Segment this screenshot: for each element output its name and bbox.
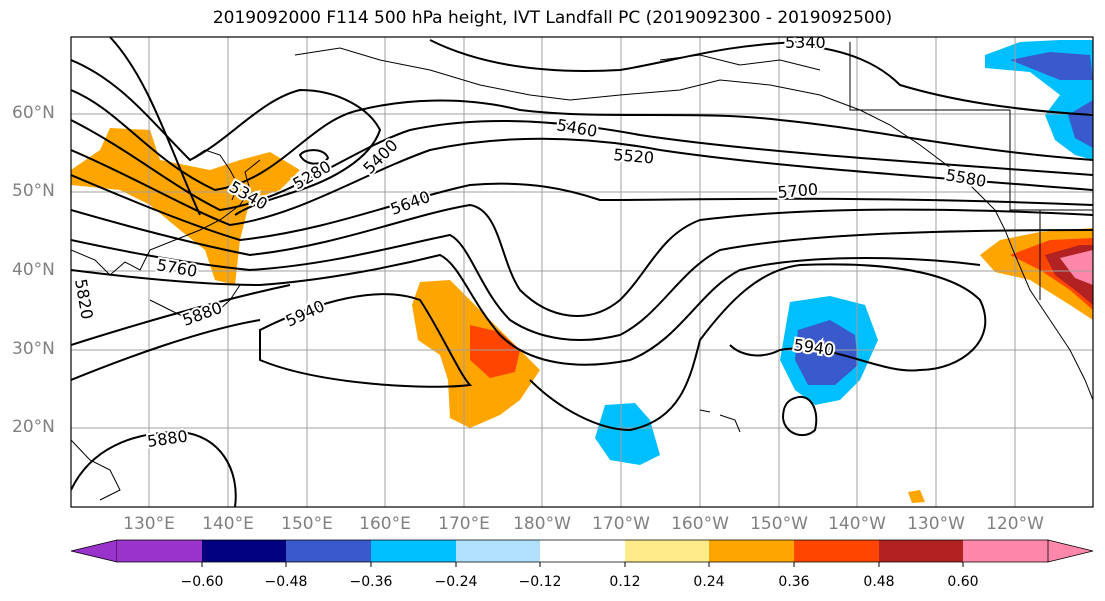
lon-label: 140°W (828, 514, 886, 534)
colorbar-tick-label: −0.60 (180, 574, 224, 590)
strong-negative-hawaii-ne (795, 320, 858, 385)
colorbar-segment (540, 540, 625, 562)
colorbar-tick-label: −0.36 (349, 574, 393, 590)
colorbar-tick-label: 0.24 (693, 574, 725, 590)
lat-label: 40°N (12, 260, 55, 280)
lon-label: 180°W (513, 514, 571, 534)
lon-label: 150°W (750, 514, 808, 534)
ivt-shading (71, 40, 1093, 503)
colorbar-segment (202, 540, 286, 562)
colorbar-segment (371, 540, 456, 562)
positive-region-japan (71, 128, 300, 285)
lat-label: 60°N (12, 103, 55, 123)
colorbar-tick-label: 0.36 (778, 574, 810, 590)
coastlines (71, 42, 1093, 501)
colorbar-tick-label: −0.12 (518, 574, 562, 590)
contour-label: 5340 (785, 33, 826, 52)
lon-label: 130°E (123, 514, 175, 534)
contour-label: 5520 (613, 145, 655, 167)
lon-label: 170°E (438, 514, 490, 534)
colorbar-segment (963, 540, 1048, 562)
colorbar-tick-label: 0.12 (609, 574, 641, 590)
colorbar-extend-left (70, 539, 118, 563)
colorbar-tick-label: −0.48 (264, 574, 308, 590)
colorbar-tick-label: 0.60 (947, 574, 979, 590)
colorbar-segment (286, 540, 371, 562)
colorbar-segment (709, 540, 794, 562)
colorbar-segment (456, 540, 540, 562)
map-title: 2019092000 F114 500 hPa height, IVT Land… (212, 8, 893, 28)
colorbar-segment (879, 540, 963, 562)
colorbar-tick-label: −0.24 (434, 574, 478, 590)
colorbar-segment (117, 540, 202, 562)
map-frame (70, 36, 1094, 508)
negative-region-south (595, 403, 660, 465)
lon-label: 170°W (592, 514, 650, 534)
height-contours (71, 37, 1093, 507)
gridlines (71, 37, 1093, 507)
lon-label: 160°W (671, 514, 729, 534)
lon-label: 130°W (907, 514, 965, 534)
colorbar-tick-label: 0.48 (863, 574, 895, 590)
lat-label: 50°N (12, 181, 55, 201)
pink-core-california (1060, 250, 1093, 285)
colorbar-extend-right (1047, 539, 1094, 563)
lon-label: 150°E (281, 514, 333, 534)
strong-negative-ne-corner-2 (1068, 100, 1093, 148)
contour-label: 5700 (777, 180, 819, 202)
lon-label: 140°E (202, 514, 254, 534)
strong-negative-ne-corner (1010, 52, 1093, 80)
small-positive-south (908, 490, 925, 503)
colorbar-segment (625, 540, 709, 562)
lon-label: 160°E (359, 514, 411, 534)
colorbar (70, 539, 1094, 567)
lat-label: 30°N (12, 339, 55, 359)
strong-positive-central (470, 325, 520, 378)
lon-label: 120°W (986, 514, 1044, 534)
colorbar-segment (794, 540, 879, 562)
lat-label: 20°N (12, 417, 55, 437)
